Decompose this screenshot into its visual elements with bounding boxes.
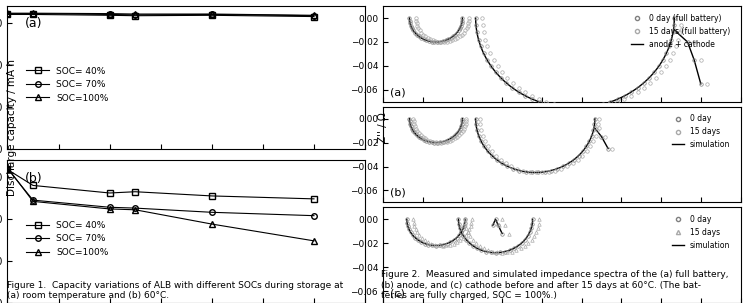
SOC= 70% <box>131 13 140 17</box>
SOC= 70% <box>105 13 114 16</box>
SOC= 40% <box>131 14 140 18</box>
SOC= 70% <box>3 167 12 171</box>
SOC= 70% <box>28 12 37 15</box>
SOC= 70% <box>310 214 319 218</box>
SOC=100% <box>207 12 216 16</box>
Legend: 0 day, 15 days, simulation: 0 day, 15 days, simulation <box>669 212 733 253</box>
Line: SOC=100%: SOC=100% <box>4 10 316 18</box>
SOC=100% <box>28 200 37 203</box>
SOC= 40% <box>3 168 12 171</box>
SOC= 70% <box>131 206 140 210</box>
SOC= 40% <box>105 13 114 17</box>
SOC= 40% <box>310 15 319 18</box>
Text: (a): (a) <box>390 87 405 97</box>
SOC= 70% <box>310 14 319 18</box>
SOC= 40% <box>28 13 37 16</box>
SOC= 70% <box>207 211 216 214</box>
SOC=100% <box>3 12 12 15</box>
Text: (b): (b) <box>25 172 43 185</box>
Line: SOC= 40%: SOC= 40% <box>4 12 316 19</box>
SOC=100% <box>28 12 37 15</box>
SOC= 70% <box>207 13 216 16</box>
SOC= 70% <box>28 198 37 202</box>
Line: SOC= 70%: SOC= 70% <box>4 166 316 218</box>
SOC= 40% <box>207 13 216 17</box>
Text: Figure 1.  Capacity variations of ALB with different SOCs during storage at
(a) : Figure 1. Capacity variations of ALB wit… <box>7 281 344 300</box>
SOC=100% <box>3 166 12 170</box>
SOC=100% <box>207 222 216 226</box>
Legend: 0 day (full battery), 15 days (full battery), anode + cathode: 0 day (full battery), 15 days (full batt… <box>628 11 733 52</box>
SOC= 40% <box>28 184 37 187</box>
Legend: SOC= 40%, SOC= 70%, SOC=100%: SOC= 40%, SOC= 70%, SOC=100% <box>22 63 112 106</box>
Text: (b): (b) <box>390 188 406 198</box>
SOC= 40% <box>3 13 12 16</box>
SOC=100% <box>105 12 114 15</box>
SOC=100% <box>131 208 140 211</box>
SOC= 70% <box>105 205 114 209</box>
SOC= 40% <box>207 194 216 198</box>
SOC=100% <box>310 13 319 17</box>
Text: Figure 2.  Measured and simulated impedance spectra of the (a) full battery,
(b): Figure 2. Measured and simulated impedan… <box>381 270 729 300</box>
Legend: 0 day, 15 days, simulation: 0 day, 15 days, simulation <box>669 112 733 152</box>
Text: Z'' / Ω: Z'' / Ω <box>378 112 387 143</box>
Line: SOC= 40%: SOC= 40% <box>4 167 316 202</box>
Text: (a): (a) <box>25 18 43 31</box>
SOC= 40% <box>105 191 114 195</box>
Line: SOC=100%: SOC=100% <box>4 165 316 244</box>
Legend: SOC= 40%, SOC= 70%, SOC=100%: SOC= 40%, SOC= 70%, SOC=100% <box>22 217 112 260</box>
Text: Discharge capacity / mA h: Discharge capacity / mA h <box>7 59 17 196</box>
SOC= 70% <box>3 12 12 15</box>
SOC= 40% <box>310 197 319 201</box>
SOC=100% <box>105 207 114 211</box>
Line: SOC= 70%: SOC= 70% <box>4 11 316 18</box>
SOC=100% <box>310 239 319 243</box>
Text: (c): (c) <box>390 288 405 298</box>
SOC= 40% <box>131 190 140 194</box>
SOC=100% <box>131 12 140 16</box>
